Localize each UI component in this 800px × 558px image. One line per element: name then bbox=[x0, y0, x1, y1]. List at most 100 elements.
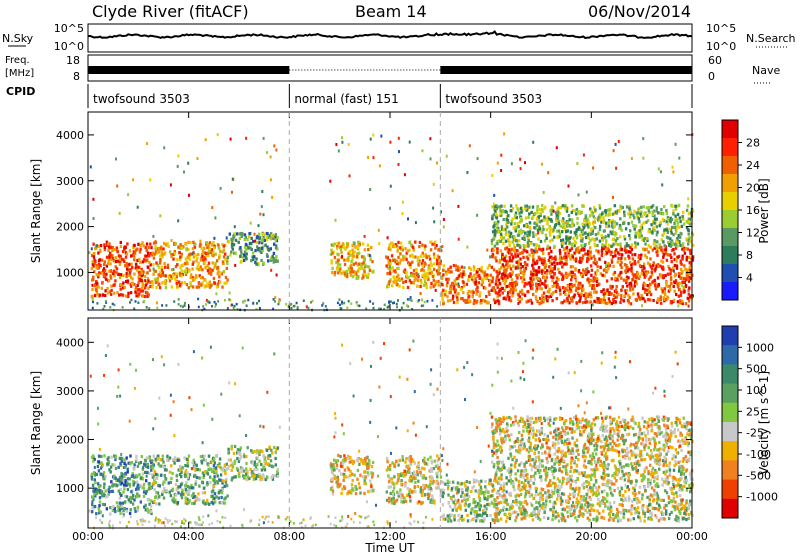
echo-cell bbox=[531, 287, 533, 290]
echo-cell bbox=[346, 275, 348, 278]
noise-cell bbox=[486, 249, 488, 252]
echo-cell bbox=[515, 229, 517, 232]
noise-cell bbox=[343, 302, 345, 305]
noise-cell bbox=[261, 190, 263, 193]
echo-cell bbox=[237, 451, 239, 454]
echo-cell bbox=[363, 258, 365, 261]
echo-cell bbox=[353, 273, 355, 276]
noise-cell bbox=[354, 242, 356, 245]
echo-cell bbox=[201, 481, 203, 484]
echo-cell bbox=[543, 276, 545, 279]
echo-cell bbox=[654, 267, 656, 270]
echo-cell bbox=[139, 250, 141, 253]
noise-cell bbox=[96, 244, 98, 247]
echo-cell bbox=[432, 285, 434, 288]
echo-cell bbox=[568, 214, 570, 217]
noise-cell bbox=[533, 249, 535, 252]
echo-cell bbox=[511, 294, 513, 297]
echo-cell bbox=[163, 242, 165, 245]
noise-cell bbox=[404, 173, 406, 176]
echo-cell bbox=[365, 457, 367, 460]
echo-cell bbox=[204, 266, 206, 269]
echo-cell bbox=[190, 284, 192, 287]
echo-cell bbox=[185, 248, 187, 251]
noise-cell bbox=[577, 210, 579, 213]
echo-cell bbox=[215, 495, 217, 498]
echo-cell bbox=[166, 489, 168, 492]
echo-cell bbox=[421, 467, 423, 470]
noise-cell bbox=[246, 305, 248, 308]
echo-cell bbox=[601, 212, 603, 215]
echo-cell bbox=[91, 477, 93, 480]
echo-cell bbox=[208, 249, 210, 252]
echo-cell bbox=[391, 284, 393, 287]
echo-cell bbox=[558, 230, 560, 233]
echo-cell bbox=[393, 464, 395, 467]
echo-cell bbox=[152, 263, 154, 266]
echo-cell bbox=[629, 229, 631, 232]
echo-cell bbox=[387, 474, 389, 477]
echo-cell bbox=[496, 223, 498, 226]
echo-cell bbox=[670, 231, 672, 234]
noise-cell bbox=[541, 259, 543, 262]
echo-cell bbox=[619, 205, 621, 208]
echo-cell bbox=[517, 298, 519, 301]
echo-cell bbox=[536, 218, 538, 221]
echo-cell bbox=[679, 244, 681, 247]
echo-cell bbox=[198, 268, 200, 271]
echo-cell bbox=[218, 256, 220, 259]
echo-cell bbox=[546, 222, 548, 225]
echo-cell bbox=[620, 266, 622, 269]
echo-cell bbox=[520, 218, 522, 221]
echo-cell bbox=[139, 484, 141, 487]
noise-cell bbox=[606, 292, 608, 295]
echo-cell bbox=[681, 257, 683, 260]
echo-cell bbox=[616, 237, 618, 240]
echo-cell bbox=[160, 465, 162, 468]
echo-cell bbox=[590, 264, 592, 267]
echo-cell bbox=[352, 489, 354, 492]
echo-cell bbox=[394, 500, 396, 503]
echo-cell bbox=[568, 294, 570, 297]
echo-cell bbox=[618, 253, 620, 256]
echo-cell bbox=[455, 288, 457, 291]
echo-cell bbox=[103, 483, 105, 486]
echo-cell bbox=[621, 248, 623, 251]
echo-cell bbox=[390, 485, 392, 488]
echo-cell bbox=[446, 284, 448, 287]
echo-cell bbox=[211, 490, 213, 493]
echo-cell bbox=[622, 206, 624, 209]
echo-cell bbox=[436, 262, 438, 265]
echo-cell bbox=[527, 245, 529, 248]
echo-cell bbox=[601, 243, 603, 246]
echo-cell bbox=[96, 489, 98, 492]
echo-cell bbox=[502, 263, 504, 266]
echo-cell bbox=[139, 261, 141, 264]
echo-cell bbox=[122, 509, 124, 512]
echo-cell bbox=[220, 496, 222, 499]
echo-cell bbox=[546, 219, 548, 222]
echo-cell bbox=[133, 254, 135, 257]
echo-cell bbox=[206, 499, 208, 502]
echo-cell bbox=[511, 284, 513, 287]
echo-cell bbox=[665, 281, 667, 284]
noise-cell bbox=[373, 156, 375, 159]
echo-cell bbox=[574, 231, 576, 234]
echo-cell bbox=[595, 291, 597, 294]
echo-cell bbox=[431, 470, 433, 473]
echo-cell bbox=[391, 242, 393, 245]
noise-cell bbox=[477, 157, 479, 160]
echo-cell bbox=[524, 205, 526, 208]
echo-cell bbox=[141, 455, 143, 458]
echo-cell bbox=[131, 266, 133, 269]
echo-cell bbox=[199, 468, 201, 471]
echo-cell bbox=[628, 256, 630, 259]
echo-cell bbox=[397, 249, 399, 252]
echo-cell bbox=[500, 236, 502, 239]
echo-cell bbox=[258, 233, 260, 236]
echo-cell bbox=[117, 250, 119, 253]
echo-cell bbox=[214, 282, 216, 285]
echo-cell bbox=[559, 292, 561, 295]
echo-cell bbox=[150, 510, 152, 513]
noise-cell bbox=[627, 270, 629, 273]
